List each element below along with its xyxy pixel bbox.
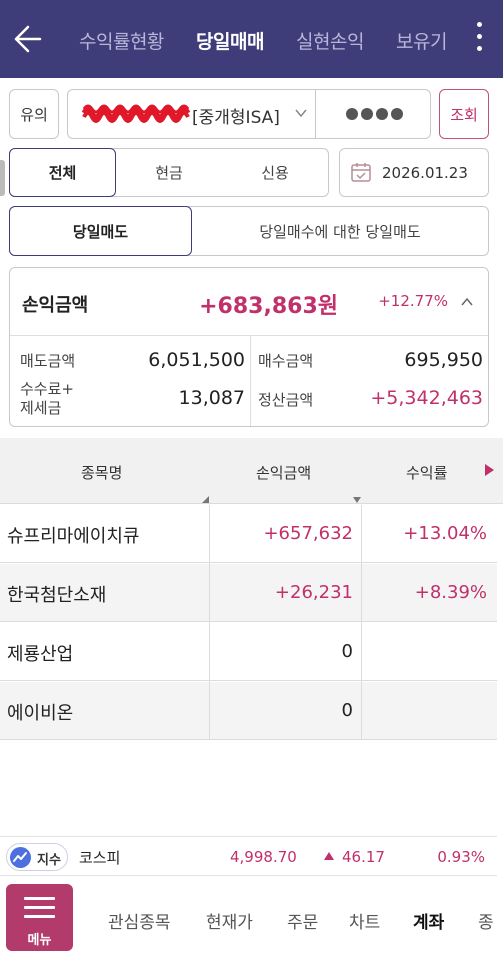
table-row[interactable]: 슈프리마에이치큐 +657,632 +13.04% — [0, 505, 497, 563]
nav-more-partial[interactable]: 종 — [478, 913, 494, 933]
column-divider — [361, 505, 362, 740]
column-header-name[interactable]: 종목명 — [81, 464, 123, 482]
stock-name: 에이비온 — [7, 703, 74, 724]
chevron-down-icon[interactable] — [294, 106, 308, 120]
segment-all[interactable]: 전체 — [9, 148, 116, 197]
pl-amount: +683,863원 — [199, 294, 338, 319]
fee-value: 13,087 — [178, 387, 245, 409]
up-triangle-icon — [324, 852, 334, 860]
caution-button[interactable]: 유의 — [9, 89, 59, 139]
buy-amount-label: 매수금액 — [258, 352, 314, 370]
stock-name: 한국첨단소재 — [7, 585, 107, 606]
tab-day-sell[interactable]: 당일매도 — [9, 206, 192, 256]
settle-amount-value: +5,342,463 — [370, 387, 483, 409]
pl-label: 손익금액 — [22, 295, 89, 316]
nav-current-price[interactable]: 현재가 — [206, 913, 253, 933]
column-divider — [209, 505, 210, 740]
date-value: 2026.01.23 — [382, 164, 468, 182]
stock-pl: 0 — [341, 700, 353, 721]
account-type-label: [중개형ISA] — [192, 108, 280, 128]
tab-day-sell-of-day-buy[interactable]: 당일매수에 대한 당일매도 — [259, 222, 421, 241]
index-badge-label: 지수 — [37, 853, 61, 868]
column-header-pl[interactable]: 손익금액 — [256, 464, 312, 482]
segment-credit[interactable]: 신용 — [261, 164, 289, 182]
index-name: 코스피 — [79, 849, 121, 867]
sell-amount-value: 6,051,500 — [148, 349, 245, 371]
scroll-right-icon[interactable] — [485, 464, 494, 476]
settle-amount-label: 정산금액 — [258, 391, 314, 409]
index-percent: 0.93% — [437, 848, 485, 866]
bottom-navigation: 메뉴 관심종목 현재가 주문 차트 계좌 종 — [0, 876, 503, 960]
menu-button[interactable]: 메뉴 — [6, 884, 73, 951]
query-button[interactable]: 조회 — [439, 89, 489, 139]
divider — [315, 90, 316, 138]
menu-label: 메뉴 — [27, 933, 52, 948]
side-drag-handle[interactable] — [0, 160, 5, 196]
chevron-up-icon[interactable] — [460, 295, 474, 309]
stock-rate: +8.39% — [414, 582, 487, 603]
date-picker[interactable]: 2026.01.23 — [339, 148, 489, 197]
sort-corner-icon — [202, 496, 209, 503]
tab-holding-period[interactable]: 보유기 — [396, 31, 447, 53]
sell-amount-label: 매도금액 — [20, 352, 76, 370]
back-arrow-icon[interactable] — [12, 22, 42, 56]
sell-type-toggle: 당일매도 당일매수에 대한 당일매도 — [9, 206, 489, 256]
pl-percent: +12.77% — [378, 292, 448, 310]
trade-type-segment: 전체 현금 신용 — [9, 148, 329, 197]
summary-header[interactable]: 손익금액 +683,863원 +12.77% — [10, 268, 488, 336]
top-header: 수익률현황 당일매매 실현손익 보유기 — [0, 0, 503, 78]
index-badge[interactable]: 지수 — [6, 843, 68, 871]
calendar-icon — [351, 163, 371, 182]
table-header: 종목명 손익금액 수익률 — [0, 438, 503, 504]
stock-name: 제룡산업 — [7, 644, 74, 665]
hamburger-icon — [24, 897, 55, 924]
trend-chart-icon — [10, 847, 31, 868]
index-value: 4,998.70 — [230, 848, 297, 866]
segment-cash[interactable]: 현금 — [155, 164, 183, 182]
stock-rate: +13.04% — [403, 523, 487, 544]
index-change: 46.17 — [342, 848, 385, 866]
nav-order[interactable]: 주문 — [287, 913, 319, 933]
divider — [250, 336, 251, 426]
table-row[interactable]: 제룡산업 0 — [0, 623, 497, 681]
nav-watchlist[interactable]: 관심종목 — [108, 913, 171, 933]
account-selector[interactable]: [중개형ISA] — [67, 89, 431, 139]
nav-chart[interactable]: 차트 — [349, 913, 381, 933]
table-row[interactable]: 한국첨단소재 +26,231 +8.39% — [0, 564, 497, 622]
tab-day-trading[interactable]: 당일매매 — [196, 31, 264, 53]
stock-name: 슈프리마에이치큐 — [7, 526, 140, 547]
tab-realized-pl[interactable]: 실현손익 — [296, 31, 364, 53]
fee-label: 수수료+ — [20, 380, 74, 398]
tax-label: 제세금 — [20, 399, 62, 417]
masked-account-number — [82, 104, 190, 123]
more-options-icon[interactable] — [472, 22, 486, 58]
index-ticker[interactable]: 지수 코스피 4,998.70 46.17 0.93% — [0, 836, 497, 876]
password-field[interactable] — [346, 108, 403, 120]
nav-account[interactable]: 계좌 — [413, 913, 445, 933]
stock-pl: +657,632 — [263, 523, 353, 544]
column-header-rate[interactable]: 수익률 — [406, 464, 448, 482]
buy-amount-value: 695,950 — [404, 349, 483, 371]
table-row[interactable]: 에이비온 0 — [0, 682, 497, 740]
stock-pl: 0 — [341, 641, 353, 662]
summary-card: 손익금액 +683,863원 +12.77% 매도금액 6,051,500 매수… — [9, 267, 489, 427]
stock-pl: +26,231 — [274, 582, 353, 603]
sort-down-icon[interactable] — [353, 497, 361, 503]
tab-return-status[interactable]: 수익률현황 — [79, 31, 164, 53]
